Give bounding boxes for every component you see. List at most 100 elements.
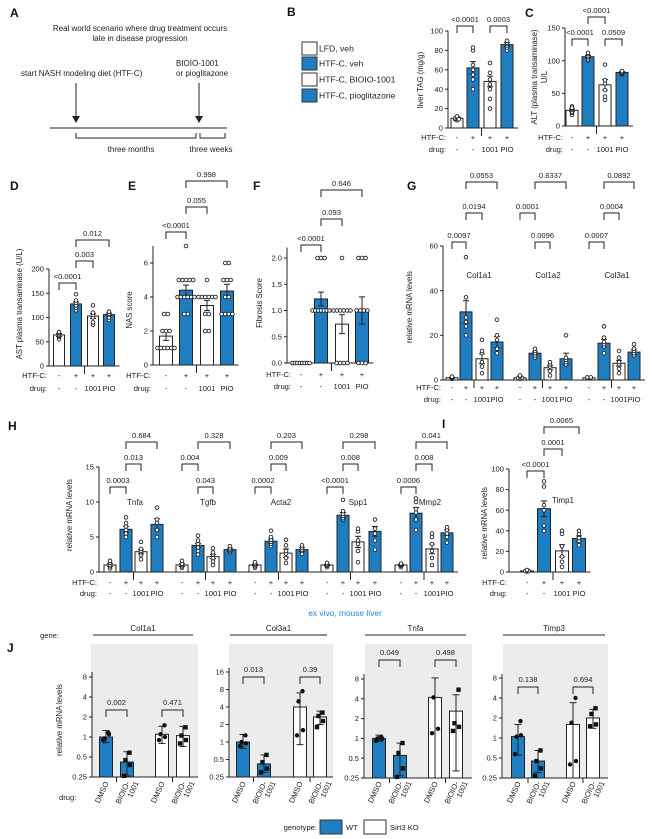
data-point-square: [538, 748, 543, 753]
data-point: [90, 310, 96, 315]
y-tick-label: 0.25: [344, 774, 359, 783]
legend-label-ko: Sirt3 KO: [390, 823, 419, 832]
htfc-row-label: HTF-C:: [482, 578, 507, 587]
htfc-row-label: HTF-C:: [538, 133, 563, 142]
p-value-label: 0.002: [107, 698, 126, 707]
gene-label: Tnfa: [407, 624, 424, 633]
y-tick-label: 1: [493, 734, 497, 743]
data-point: [165, 311, 171, 317]
data-point: [619, 68, 625, 74]
data-point-square: [534, 758, 539, 764]
legend-item: LFD, veh: [301, 41, 354, 56]
data-point: [602, 94, 608, 99]
data-point-square: [396, 750, 401, 756]
drug-value: 1001: [554, 589, 571, 598]
data-point: [222, 311, 228, 317]
p-value-label: 0.0509: [602, 28, 625, 37]
data-point-circle: [300, 688, 305, 694]
panel-letters: A B C D E F G H I J: [7, 5, 534, 655]
p-value-label: 0.646: [332, 179, 351, 188]
y-tick-label: 0.5: [348, 754, 359, 763]
y-axis-label: relative mRNA levels: [480, 487, 489, 559]
p-value-label: 0.0003: [106, 476, 129, 485]
htfc-value: +: [107, 371, 112, 380]
y-tick-label: 0: [90, 568, 94, 577]
data-point: [487, 60, 493, 66]
htfc-value: +: [155, 578, 160, 587]
drug-value: -: [587, 145, 590, 154]
y-tick-label: 40: [496, 526, 504, 535]
htfc-value: -: [165, 371, 168, 380]
drug-tick-label: DMSO: [230, 780, 248, 805]
p-value-label: 0.0892: [607, 171, 630, 180]
p-value-label: <0.0001: [522, 460, 550, 469]
htfc-value: +: [505, 133, 510, 142]
significance-bracket: [109, 486, 127, 494]
panel-c: 0 50 100 150 ALT (plasma transaminase) U/L HTF…: [530, 6, 633, 154]
data-point: [340, 508, 346, 514]
data-point: [470, 77, 476, 82]
p-value-label: <0.0001: [566, 28, 594, 37]
y-tick-label: 0.5: [76, 753, 87, 762]
htfc-value: +: [196, 578, 201, 587]
data-point-square: [532, 773, 538, 778]
panel-h: 0 5 10 15 relative mRNA levels HTF-C: drug: Tnf…: [65, 431, 458, 598]
p-value-label: 0.998: [197, 170, 216, 179]
p-value-label: 0.013: [244, 665, 263, 674]
panel-letter: A: [10, 6, 19, 20]
drug-value: 1001: [334, 382, 351, 391]
legend-swatch-ko: [363, 819, 387, 835]
htfc-value: +: [228, 578, 233, 587]
legend-item: HTF-C, BIOIO-1001: [301, 72, 396, 87]
arrow-down-icon: [195, 83, 203, 123]
data-point: [230, 311, 235, 317]
legend-item: HTF-C, veh: [301, 56, 364, 71]
significance-bracket: [451, 241, 467, 249]
htfc-value: -: [254, 578, 257, 587]
data-point: [252, 559, 258, 565]
drug-value: 1001: [482, 145, 499, 154]
significance-bracket: [165, 231, 187, 239]
htfc-value: +: [284, 578, 289, 587]
data-point: [123, 515, 129, 520]
data-point: [341, 360, 347, 366]
bar: [537, 508, 551, 573]
data-point: [559, 564, 565, 570]
data-point: [356, 255, 361, 261]
y-tick-label: 2.0: [271, 254, 282, 263]
data-point: [479, 371, 485, 376]
data-point: [601, 335, 607, 340]
data-point: [541, 479, 547, 484]
data-point: [107, 558, 113, 564]
data-point: [355, 548, 361, 554]
y-tick-label: 0: [40, 362, 44, 371]
gene-label: Col1a1: [130, 624, 156, 633]
y-tick-label: 0.25: [482, 774, 497, 783]
data-point: [73, 298, 79, 303]
bar: [372, 737, 386, 779]
y-tick-label: 0: [556, 122, 560, 131]
data-point-square: [177, 741, 183, 746]
start-diet-label: start NASH modeling diet (HTF-C): [21, 69, 143, 78]
data-point: [487, 77, 493, 82]
drug-row-label: drug:: [429, 145, 446, 154]
panel-letter: C: [525, 6, 534, 20]
y-axis-label: AST plasma transaminase (U/L): [15, 248, 24, 359]
bar: [179, 289, 193, 366]
data-point: [359, 360, 365, 366]
y-tick-label: 0.5: [271, 332, 282, 341]
significance-bracket: [320, 189, 363, 197]
drug-value: -: [571, 145, 574, 154]
data-point: [283, 537, 289, 543]
y-axis-label: Fibrosis Score: [255, 278, 264, 328]
bar: [103, 314, 115, 367]
data-point-square: [456, 687, 461, 692]
significance-bracket: [270, 441, 303, 449]
data-point: [584, 375, 590, 380]
data-point: [327, 308, 332, 313]
y-tick-label: 80: [435, 46, 443, 55]
panel-letter: B: [287, 5, 296, 19]
data-point: [541, 502, 547, 508]
significance-bracket: [534, 241, 551, 249]
htfc-value: -: [588, 383, 591, 392]
